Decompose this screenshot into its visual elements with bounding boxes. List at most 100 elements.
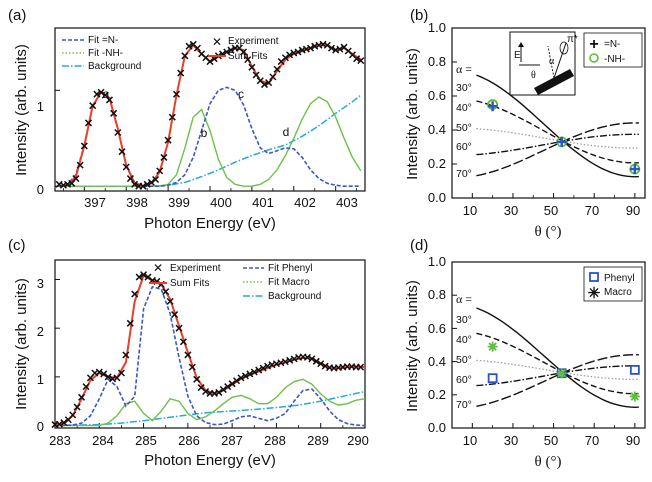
legend-label: Background bbox=[268, 291, 321, 302]
c-experiment-point bbox=[100, 370, 108, 378]
model-curve-alpha-70 bbox=[476, 353, 639, 407]
a-experiment-point bbox=[248, 63, 256, 71]
d-ytick-label: 0.4 bbox=[428, 354, 446, 369]
panel-c-legend: ✕ Experiment Sum Fits Fit Phenyl Fit Mac… bbox=[150, 261, 321, 302]
c-experiment-point bbox=[250, 368, 258, 376]
panel-d: (d) 10 30 50 70 90 0.0 0.2 0.4 0.6 0.8 1… bbox=[404, 237, 646, 470]
inset-e-label: E bbox=[514, 50, 521, 61]
a-experiment-point bbox=[114, 128, 122, 137]
c-experiment-point bbox=[215, 388, 223, 396]
panel-c-plot bbox=[51, 271, 366, 429]
a-experiment-point bbox=[89, 102, 97, 110]
a-experiment-point bbox=[139, 182, 147, 190]
b-alpha-60: 60° bbox=[456, 141, 472, 153]
a-y-axis-title: Intensity (arb. units) bbox=[13, 44, 30, 176]
d-alpha-60: 60° bbox=[456, 374, 472, 386]
c-experiment-point bbox=[241, 372, 249, 380]
panel-d-frame bbox=[451, 261, 646, 429]
legend-label: =N- bbox=[604, 39, 620, 50]
a-experiment-point bbox=[185, 42, 193, 50]
model-curve-alpha-60 bbox=[476, 133, 639, 156]
a-experiment-point bbox=[252, 71, 260, 79]
legend-box bbox=[583, 32, 643, 68]
a-experiment-point bbox=[244, 56, 252, 64]
c-ytick-label: 1 bbox=[37, 372, 44, 387]
legend-swatch-experiment: ✕ bbox=[153, 261, 163, 275]
legend-label: Experiment bbox=[170, 263, 221, 274]
a-xtick-label: 400 bbox=[210, 195, 232, 210]
b-alpha-70: 70° bbox=[456, 168, 472, 180]
d-alpha-40: 40° bbox=[456, 334, 472, 346]
b-xtick-label: 10 bbox=[463, 203, 477, 218]
a-experiment-point bbox=[273, 65, 281, 73]
a-experiment-point bbox=[327, 44, 336, 52]
c-experiment-point bbox=[259, 364, 267, 372]
inset-theta-label: θ bbox=[531, 70, 536, 81]
c-experiment-point bbox=[317, 360, 325, 368]
legend-label: -NH- bbox=[604, 54, 625, 65]
c-experiment-point bbox=[308, 355, 316, 363]
d-ytick-label: 0.6 bbox=[428, 321, 446, 336]
panel-a: (a) 397 398 399 400 401 402 403 0 1 Phot… bbox=[8, 7, 366, 232]
a-experiment-point bbox=[286, 51, 294, 59]
b-alpha-40: 40° bbox=[456, 102, 472, 114]
c-ytick-label: 3 bbox=[37, 276, 44, 291]
c-experiment-point bbox=[78, 393, 86, 401]
a-experiment-point bbox=[93, 90, 101, 98]
a-experiment-point bbox=[84, 119, 93, 127]
n-data-point bbox=[629, 164, 640, 175]
panel-b-ticks bbox=[452, 27, 636, 199]
a-experiment-point bbox=[269, 73, 277, 81]
d-alpha-70: 70° bbox=[456, 399, 472, 411]
a-experiment-point bbox=[72, 175, 80, 183]
legend-label: Phenyl bbox=[604, 273, 635, 284]
a-experiment-point bbox=[357, 57, 365, 65]
panel-b-plot bbox=[476, 74, 641, 178]
c-xtick-label: 284 bbox=[92, 433, 114, 448]
a-experiment-point bbox=[206, 58, 214, 66]
a-experiment-point bbox=[265, 79, 273, 87]
legend-label: Macro bbox=[604, 287, 632, 298]
b-ytick-label: 0.2 bbox=[428, 156, 446, 171]
c-xtick-label: 283 bbox=[49, 433, 71, 448]
a-x-axis-title: Photon Energy (eV) bbox=[144, 215, 276, 232]
d-xtick-label: 30 bbox=[504, 433, 518, 448]
macro-data-point bbox=[556, 368, 567, 379]
a-experiment-point bbox=[152, 175, 160, 184]
a-experiment-point bbox=[227, 46, 235, 54]
a-series-background bbox=[59, 94, 362, 187]
d-xtick-label: 70 bbox=[585, 433, 599, 448]
a-ytick-label: 1 bbox=[37, 99, 44, 114]
c-experiment-point bbox=[357, 363, 365, 371]
model-curve-alpha-40 bbox=[476, 100, 639, 164]
a-experiment-point bbox=[323, 41, 331, 49]
a-experiment-point bbox=[168, 113, 176, 121]
model-curve-alpha-70 bbox=[476, 122, 639, 177]
legend-label: Fit -NH- bbox=[88, 48, 123, 59]
d-ytick-label: 0.8 bbox=[428, 287, 446, 302]
a-experiment-point bbox=[164, 136, 172, 144]
n-data-point bbox=[487, 101, 498, 112]
macro-data-point bbox=[487, 341, 498, 352]
a-experiment-point bbox=[353, 55, 361, 63]
panel-b: (b) 10 30 50 70 90 0.0 0.2 0.4 0.6 0.8 1… bbox=[404, 7, 646, 240]
peak-label-c: c bbox=[238, 87, 244, 101]
c-experiment-point bbox=[219, 385, 227, 394]
b-xtick-label: 90 bbox=[626, 203, 640, 218]
legend-label: Fit Macro bbox=[268, 277, 310, 288]
peak-label-d: d bbox=[283, 125, 290, 139]
c-xtick-label: 286 bbox=[178, 433, 200, 448]
b-ytick-label: 0.0 bbox=[428, 190, 446, 205]
a-xtick-label: 401 bbox=[252, 195, 274, 210]
model-curve-alpha-30 bbox=[476, 74, 639, 178]
c-y-axis-title: Intensity (arb. units) bbox=[13, 278, 30, 410]
a-experiment-point bbox=[110, 109, 118, 117]
geometry-inset: E θ α π* bbox=[509, 31, 578, 96]
a-xtick-label: 399 bbox=[168, 195, 190, 210]
a-experiment-point bbox=[193, 44, 201, 52]
c-x-axis-title: Photon Energy (eV) bbox=[144, 452, 276, 469]
c-xtick-label: 290 bbox=[347, 433, 369, 448]
a-experiment-point bbox=[281, 54, 289, 62]
panel-a-ticks bbox=[55, 89, 358, 191]
c-experiment-point bbox=[193, 375, 201, 383]
